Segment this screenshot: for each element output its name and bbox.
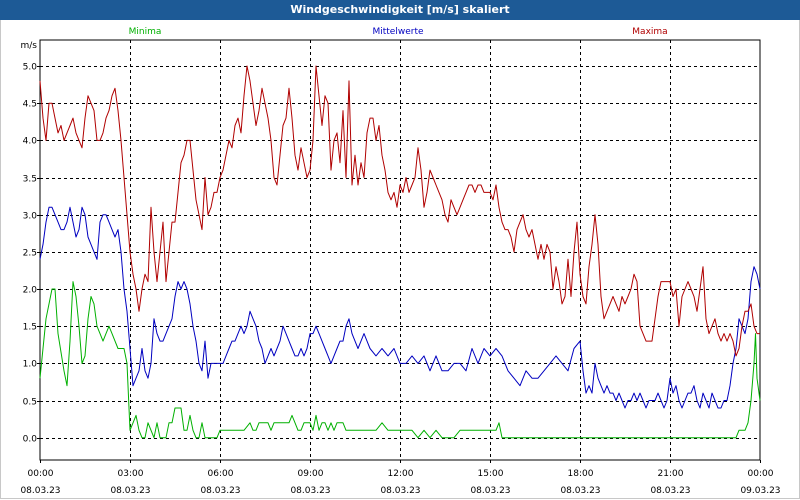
x-tick-time-label: 06:00: [208, 469, 234, 479]
x-tick-time-label: 21:00: [658, 469, 684, 479]
x-tick-time-label: 18:00: [568, 469, 594, 479]
x-tick-date-label: 08.03.23: [650, 486, 690, 496]
y-tick-label: 5.0: [23, 63, 38, 73]
x-tick-date-label: 08.03.23: [110, 486, 150, 496]
x-tick-date-label: 08.03.23: [560, 486, 600, 496]
x-tick-date-label: 08.03.23: [290, 486, 330, 496]
x-tick-time-label: 03:00: [118, 469, 144, 479]
y-axis-label: m/s: [21, 41, 38, 51]
y-tick-label: 4.5: [23, 100, 37, 110]
x-tick-date-label: 08.03.23: [380, 486, 420, 496]
legend-mittelwerte: Mittelwerte: [372, 27, 423, 37]
grid: [40, 40, 760, 460]
series-line-maxima: [39, 65, 760, 357]
axes: [37, 39, 761, 463]
y-tick-label: 3.0: [23, 212, 38, 222]
x-tick-date-label: 08.03.23: [470, 486, 510, 496]
series-lines: [39, 65, 761, 439]
y-tick-label: 4.0: [23, 137, 38, 147]
y-tick-label: 1.5: [23, 323, 37, 333]
chart-title-bar: Windgeschwindigkeit [m/s] skaliert: [0, 0, 800, 20]
x-tick-date-label: 08.03.23: [20, 486, 60, 496]
chart-title: Windgeschwindigkeit [m/s] skaliert: [290, 3, 510, 16]
chart-labels: 0.0 0.5 1.0 1.5 2.0 2.5 3.0 3.5 4.0 4.5 5.0 m/s 00:0…: [20, 27, 780, 496]
x-tick-time-label: 00:00: [748, 469, 774, 479]
y-tick-label: 0.0: [23, 435, 38, 445]
y-tick-label: 2.0: [23, 286, 38, 296]
x-tick-time-label: 00:00: [28, 469, 54, 479]
y-tick-label: 0.5: [23, 398, 37, 408]
x-tick-time-label: 15:00: [478, 469, 504, 479]
legend-minima: Minima: [129, 27, 162, 37]
x-tick-time-label: 12:00: [388, 469, 414, 479]
series-line-minima: [39, 281, 761, 439]
y-tick-label: 2.5: [23, 249, 37, 259]
legend-maxima: Maxima: [632, 27, 667, 37]
x-tick-date-label: 08.03.23: [200, 486, 240, 496]
series-line-mittelwerte: [39, 206, 761, 409]
y-tick-label: 3.5: [23, 175, 37, 185]
x-tick-date-label: 09.03.23: [740, 486, 780, 496]
x-tick-time-label: 09:00: [298, 469, 324, 479]
y-tick-label: 1.0: [23, 360, 38, 370]
